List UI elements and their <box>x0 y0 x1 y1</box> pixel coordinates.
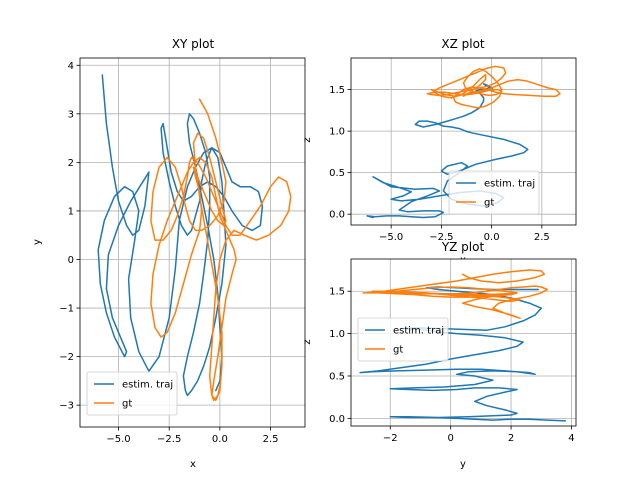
xy-legend: estim. traj gt <box>86 371 178 416</box>
xy-xtick-label-3: 2.5 <box>263 434 279 445</box>
xz-legend-label-1: gt <box>484 198 494 209</box>
yz-xtick-label-1: 0 <box>447 433 453 444</box>
xy-ytick-label-2: −1 <box>59 304 74 315</box>
xz-legend-box <box>448 170 540 215</box>
xy-ytick-label-1: −2 <box>59 352 74 363</box>
yz-xtick-label-2: 2 <box>508 433 514 444</box>
xy-plot-xlabel: x <box>190 459 196 470</box>
xy-ytick-label-5: 2 <box>68 158 74 169</box>
xz-xtick-label-0: −5.0 <box>379 232 403 243</box>
xy-ytick-label-4: 1 <box>68 206 74 217</box>
xy-ytick-label-3: 0 <box>68 255 74 266</box>
xz-legend-label-0: estim. traj <box>484 179 535 190</box>
xy-legend-box <box>86 371 178 416</box>
xy-xtick-label-0: −5.0 <box>106 434 130 445</box>
xz-axes-frame <box>350 57 577 226</box>
yz-plot-xlabel: y <box>460 459 466 470</box>
yz-xtick-label-3: 4 <box>568 433 574 444</box>
yz-plot-title: YZ plot <box>441 240 485 254</box>
xy-plot-title: XY plot <box>172 37 215 51</box>
xz-xtick-label-2: 0.0 <box>484 232 500 243</box>
xy-ytick-label-7: 4 <box>68 61 74 72</box>
xz-legend: estim. traj gt <box>448 170 540 215</box>
xz-ytick-label-1: 0.5 <box>329 168 345 179</box>
xy-xtick-label-1: −2.5 <box>157 434 181 445</box>
xy-xtick-label-2: 0.0 <box>212 434 228 445</box>
xz-series-estim-traj-line <box>366 83 529 219</box>
xy-series-group <box>97 74 292 402</box>
yz-xtick-label-0: −2 <box>383 433 398 444</box>
xy-ytick-label-0: −3 <box>59 401 74 412</box>
yz-ytick-label-2: 1.0 <box>329 329 345 340</box>
xz-series-gt-line <box>426 65 561 109</box>
yz-plot-panel: −2 0 2 4 0.0 0.5 1.0 1.5 estim. traj gt YZ plot y z <box>302 240 577 470</box>
xz-plot-panel: −5.0 −2.5 0.0 2.5 0.0 0.5 1.0 1.5 estim. traj gt X… <box>302 37 577 266</box>
xy-plot-panel: −5.0 −2.5 0.0 2.5 −3 −2 −1 0 1 2 3 4 estim. traj gt XY… <box>32 37 306 470</box>
yz-plot-ylabel: z <box>302 339 313 344</box>
yz-ytick-label-0: 0.0 <box>329 414 345 425</box>
xy-plot-ylabel: y <box>32 239 43 245</box>
yz-ytick-label-1: 0.5 <box>329 371 345 382</box>
xy-plot-area <box>80 58 305 427</box>
xz-plot-title: XZ plot <box>441 37 485 51</box>
yz-series-estim-traj-line <box>359 286 567 422</box>
xy-legend-label-0: estim. traj <box>122 380 173 391</box>
yz-legend-label-0: estim. traj <box>393 326 444 337</box>
yz-series-gt-line <box>362 269 549 320</box>
yz-legend-label-1: gt <box>393 345 403 356</box>
xy-series-gt-line <box>150 98 292 402</box>
xz-xtick-label-3: 2.5 <box>534 232 550 243</box>
xz-ytick-label-2: 1.0 <box>329 127 345 138</box>
xz-plot-ylabel: z <box>302 137 313 142</box>
yz-legend: estim. traj gt <box>357 317 449 362</box>
xy-series-estim-traj-line <box>97 74 264 397</box>
xy-ytick-label-6: 3 <box>68 109 74 120</box>
yz-axes-frame <box>350 258 577 427</box>
xz-xtick-label-1: −2.5 <box>429 232 453 243</box>
yz-legend-box <box>357 317 449 362</box>
xz-ytick-label-3: 1.5 <box>329 85 345 96</box>
yz-ytick-label-3: 1.5 <box>329 287 345 298</box>
xz-series-group <box>366 65 561 219</box>
xz-ytick-label-0: 0.0 <box>329 210 345 221</box>
yz-series-group <box>359 269 567 422</box>
xy-legend-label-1: gt <box>122 399 132 410</box>
xy-axes-frame <box>79 57 306 428</box>
